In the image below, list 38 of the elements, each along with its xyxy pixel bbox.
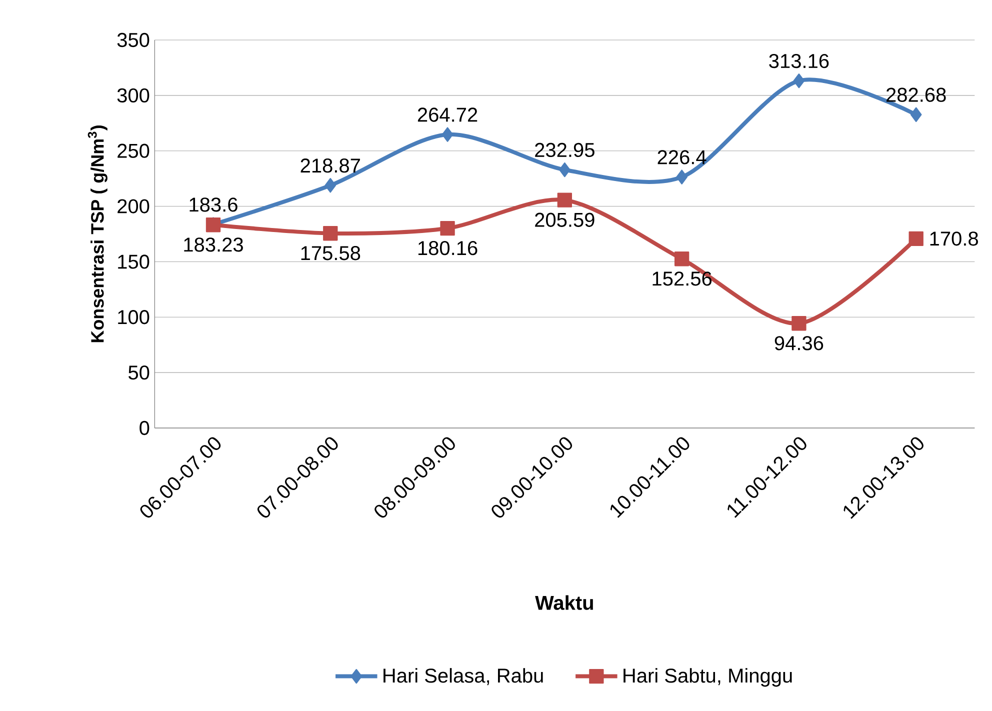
y-tick-label: 50 [128,366,150,380]
data-label: 205.59 [535,212,594,228]
data-label: 183.6 [190,198,238,212]
point [910,107,922,122]
data-label: 264.72 [418,108,478,122]
point [442,127,454,142]
data-label: 152.56 [652,272,712,286]
data-label: 94.36 [774,336,824,350]
data-label: 313.16 [769,54,829,68]
data-label: 232.95 [535,143,594,158]
data-label: 170.8 [930,232,978,246]
point [674,252,690,266]
y-tick-label: 150 [118,254,150,269]
legend-label: Hari Sabtu, Minggu [624,668,792,687]
y-tick-label: 0 [140,421,150,436]
point [440,221,455,236]
point [559,162,570,178]
point [557,192,572,208]
point [792,316,806,331]
data-label: 226.4 [658,150,706,164]
point [323,226,338,241]
x-axis-title: Waktu [535,595,593,610]
y-tick-label: 250 [118,144,150,158]
y-tick-label: 350 [117,33,150,48]
data-label: 180.16 [418,241,478,256]
y-tick-label: 100 [118,310,150,324]
point [793,74,805,88]
data-label: 282.68 [886,88,946,102]
data-label: 218.87 [300,158,360,173]
point [324,178,336,193]
y-tick-label: 300 [117,88,150,103]
point [908,231,924,246]
data-label: 183.23 [184,238,243,252]
point [676,170,688,185]
y-tick-label: 200 [118,199,150,214]
data-label: 175.58 [301,246,360,260]
y-axis-title: Konsentrasi TSP ( g/Nm$^{3}$) [88,126,108,342]
legend-label: Hari Selasa, Rabu [384,668,543,686]
